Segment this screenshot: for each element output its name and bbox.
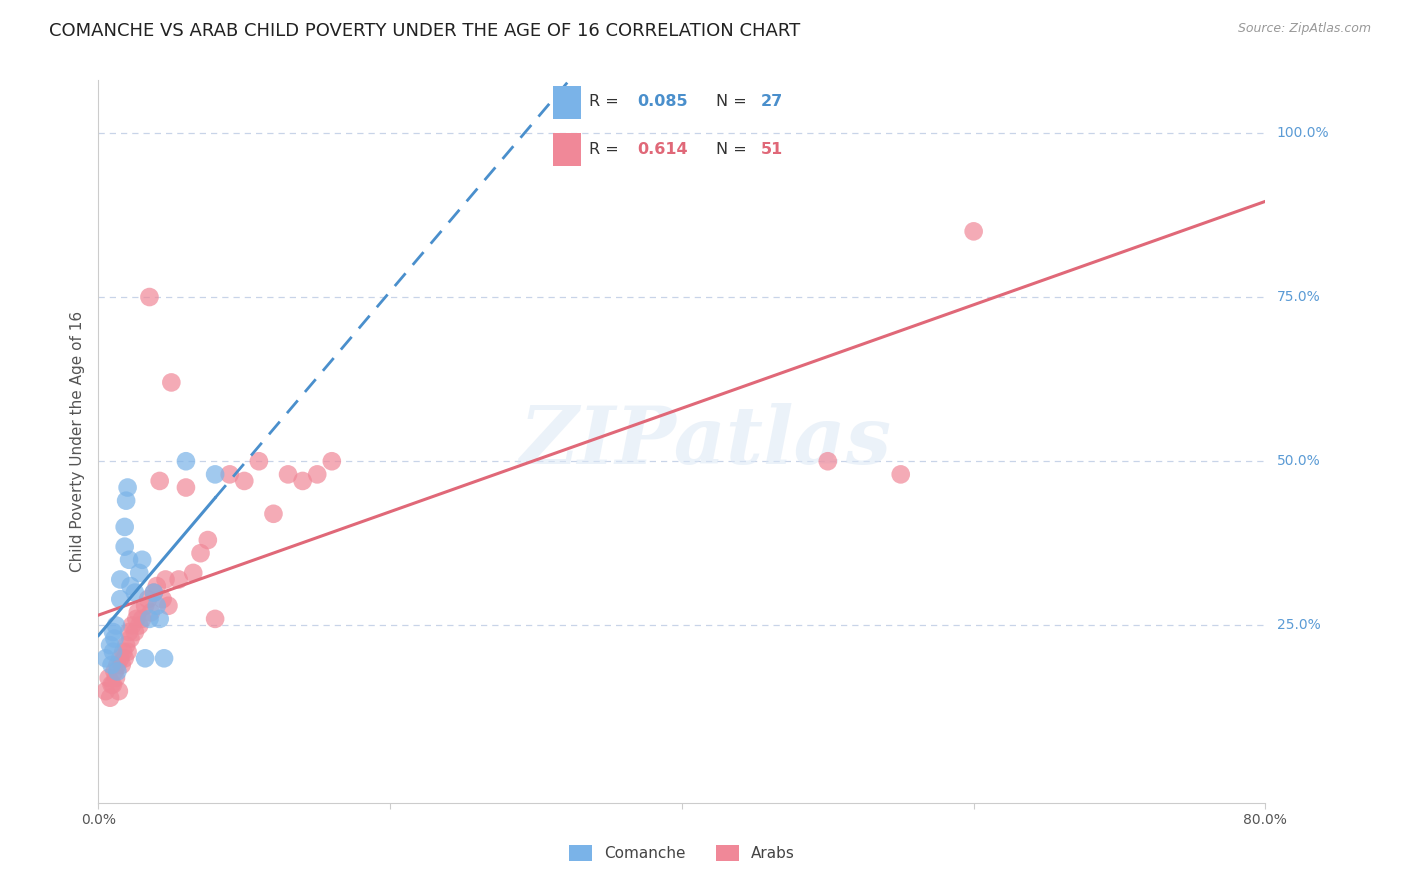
Point [160,376,183,390]
Point [174,481,197,495]
Text: 27: 27 [761,94,783,109]
Point [131,612,153,626]
Point [124,625,146,640]
Legend: Comanche, Arabs: Comanche, Arabs [562,839,801,867]
Point [101,677,124,691]
Point [98,638,121,652]
Text: 0.085: 0.085 [637,94,688,109]
Point [110,573,132,587]
Text: 51: 51 [761,142,783,157]
Point [155,573,177,587]
Point [98,690,121,705]
Point [167,573,190,587]
Point [138,290,160,304]
Point [125,612,148,626]
Point [128,618,150,632]
Text: 100.0%: 100.0% [1277,126,1329,140]
Point [136,592,159,607]
FancyBboxPatch shape [553,87,581,119]
Text: ZIPatlas: ZIPatlas [519,403,891,480]
Point [127,605,149,619]
Y-axis label: Child Poverty Under the Age of 16: Child Poverty Under the Age of 16 [69,311,84,572]
Text: 0.614: 0.614 [637,142,688,157]
Text: R =: R = [589,142,619,157]
Point [101,625,124,640]
Point [233,474,256,488]
Point [100,657,122,672]
Point [115,493,138,508]
Text: 75.0%: 75.0% [1277,290,1320,304]
Point [218,467,240,482]
Point [142,585,165,599]
Point [157,599,180,613]
Point [114,651,136,665]
Point [128,566,150,580]
Point [94,651,117,665]
Point [101,645,124,659]
Point [108,684,131,698]
Point [115,638,138,652]
Point [112,645,135,659]
Point [247,454,270,468]
Point [103,632,125,646]
Text: R =: R = [589,94,619,109]
Point [153,651,176,665]
Point [121,618,143,632]
Point [152,592,174,607]
Point [307,467,329,482]
Point [120,632,142,646]
Text: Source: ZipAtlas.com: Source: ZipAtlas.com [1237,22,1371,36]
Point [110,651,132,665]
Point [105,665,128,679]
FancyBboxPatch shape [553,133,581,166]
Point [204,467,226,482]
Point [117,481,139,495]
Point [204,612,226,626]
Point [142,585,165,599]
Point [190,546,212,560]
Point [149,612,172,626]
Point [105,657,128,672]
Point [117,645,139,659]
Text: COMANCHE VS ARAB CHILD POVERTY UNDER THE AGE OF 16 CORRELATION CHART: COMANCHE VS ARAB CHILD POVERTY UNDER THE… [49,22,800,40]
Point [103,665,125,679]
Text: 25.0%: 25.0% [1277,618,1320,632]
Text: 50.0%: 50.0% [1277,454,1320,468]
Point [962,224,984,238]
Point [197,533,219,547]
Point [321,454,343,468]
Point [817,454,839,468]
Point [174,454,197,468]
Point [110,592,132,607]
Point [104,618,127,632]
Point [118,625,141,640]
Point [111,657,134,672]
Point [131,553,153,567]
Point [124,585,146,599]
Point [138,612,160,626]
Point [134,599,156,613]
Point [104,671,127,685]
Point [291,474,314,488]
Point [118,553,141,567]
Point [146,599,169,613]
Point [149,474,172,488]
Point [262,507,284,521]
Point [100,677,122,691]
Point [114,520,136,534]
Point [181,566,204,580]
Point [114,540,136,554]
Text: N =: N = [716,142,747,157]
Point [97,671,120,685]
Point [890,467,912,482]
Point [139,605,162,619]
Point [94,684,117,698]
Point [134,651,156,665]
Point [120,579,142,593]
Point [277,467,299,482]
Text: N =: N = [716,94,747,109]
Point [146,579,169,593]
